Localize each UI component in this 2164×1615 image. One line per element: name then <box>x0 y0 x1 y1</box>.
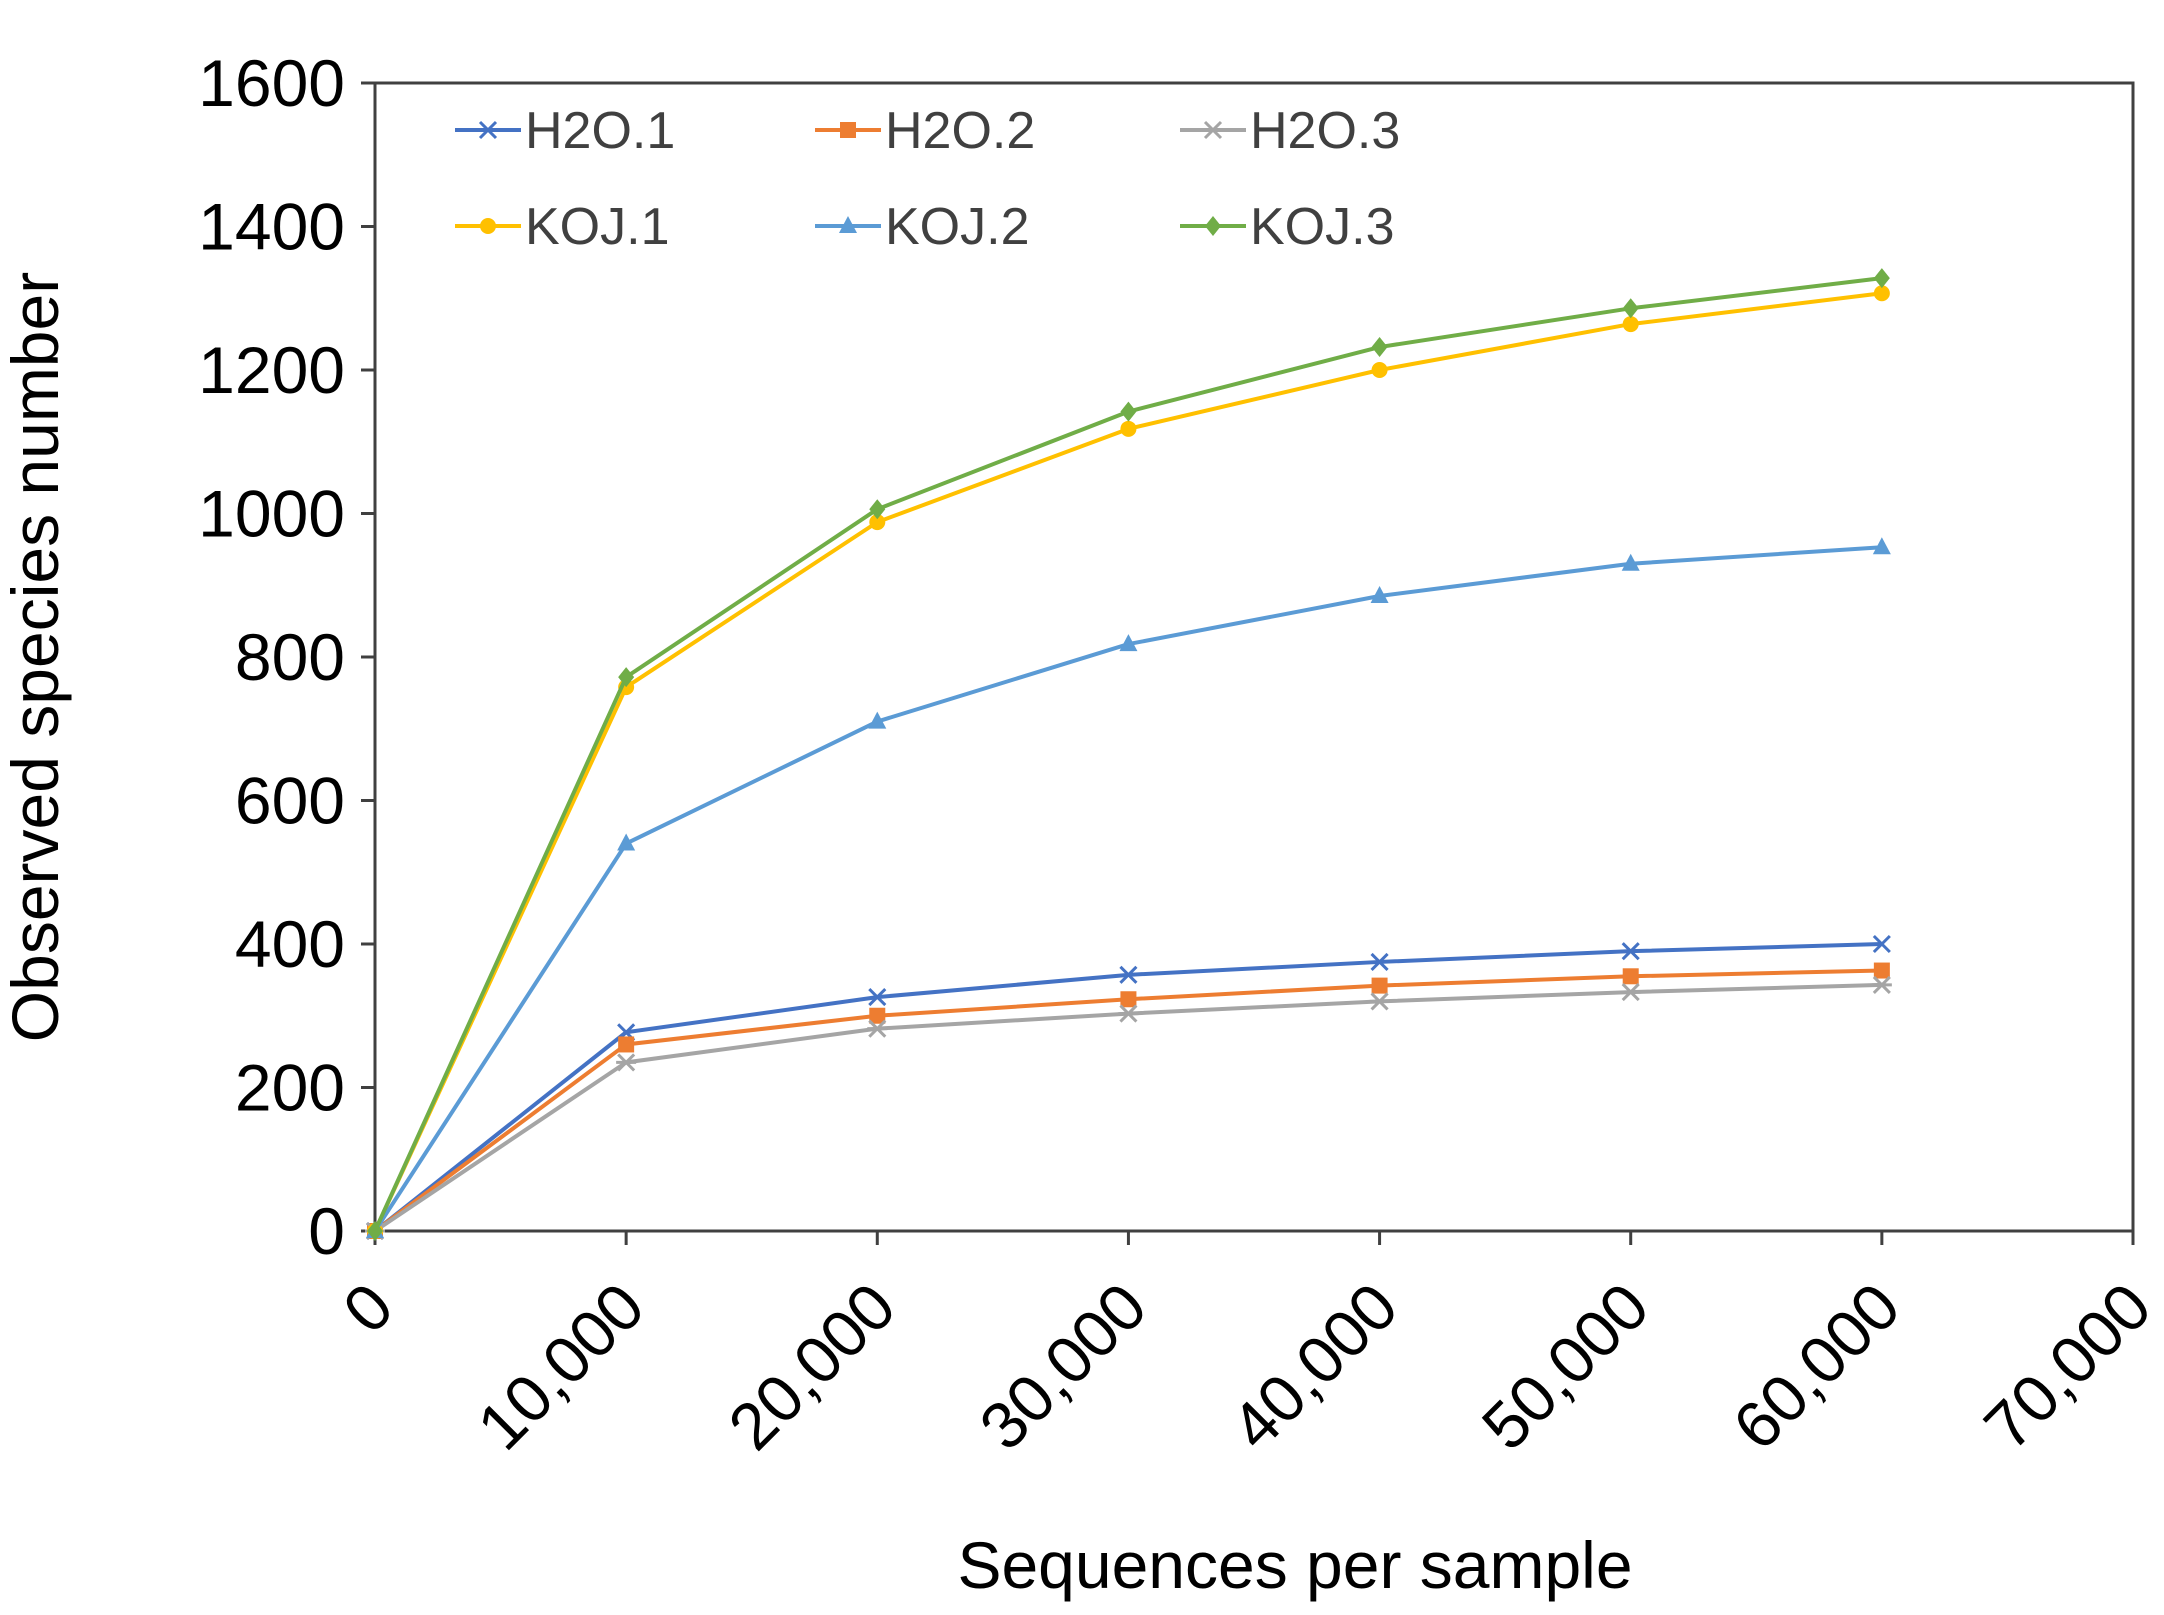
data-point-koj-1 <box>1622 316 1639 333</box>
legend-item-koj-1: KOJ.1 <box>455 198 670 256</box>
x-tick-label: 70,000 <box>1970 1269 2164 1464</box>
legend-marker-h2o-3 <box>1203 120 1223 140</box>
y-tick-label: 400 <box>235 907 345 981</box>
y-axis: 0 200 400 600 800 1000 1200 1400 1600 <box>198 46 375 1268</box>
data-point-h2o-2 <box>869 1007 886 1024</box>
legend-label: H2O.2 <box>885 102 1035 160</box>
data-point-h2o-3 <box>1871 975 1892 994</box>
y-axis-title: Observed species number <box>0 272 72 1042</box>
data-point-koj-3 <box>1873 268 1890 289</box>
legend-item-koj-3: KOJ.3 <box>1180 198 1395 256</box>
series-koj-1 <box>367 285 1890 1239</box>
data-point-koj-2 <box>868 711 887 729</box>
data-point-h2o-2 <box>1873 962 1890 979</box>
x-tick-label: 60,000 <box>1719 1269 1914 1464</box>
data-point-h2o-3 <box>1620 983 1641 1002</box>
x-tick-label: 50,000 <box>1468 1269 1663 1464</box>
data-point-h2o-3 <box>1369 992 1390 1011</box>
legend-label: H2O.3 <box>1250 102 1400 160</box>
data-point-koj-2 <box>1621 553 1640 571</box>
data-point-h2o-1 <box>1872 934 1891 954</box>
data-point-h2o-1 <box>868 988 887 1007</box>
data-point-h2o-3 <box>616 1053 637 1072</box>
series-koj-3 <box>367 268 1890 1241</box>
data-point-koj-1 <box>1120 420 1137 437</box>
series-layer <box>365 268 1892 1241</box>
legend-item-h2o-3: H2O.3 <box>1180 102 1400 160</box>
data-point-koj-2 <box>1370 586 1389 604</box>
y-tick-label: 600 <box>235 764 345 838</box>
data-point-h2o-2 <box>1371 977 1388 994</box>
legend-label: KOJ.2 <box>885 198 1030 256</box>
data-point-koj-3 <box>367 1221 383 1241</box>
legend-item-koj-2: KOJ.2 <box>815 198 1030 256</box>
y-tick-label: 200 <box>235 1051 345 1125</box>
series-koj-2 <box>366 537 1891 1238</box>
legend-label: H2O.1 <box>525 102 675 160</box>
legend-marker-koj-2 <box>839 216 857 233</box>
data-point-h2o-3 <box>867 1019 888 1038</box>
x-axis-title: Sequences per sample <box>957 1528 1632 1602</box>
data-point-h2o-1 <box>1370 952 1389 971</box>
series-h2o-1 <box>365 934 1891 1241</box>
data-point-koj-2 <box>1119 634 1138 652</box>
series-line-h2o-3 <box>373 982 1882 1233</box>
data-point-h2o-2 <box>1622 968 1639 985</box>
data-point-koj-3 <box>869 499 886 520</box>
data-point-koj-1 <box>1371 362 1388 378</box>
data-point-koj-3 <box>618 667 635 688</box>
y-tick-label: 0 <box>308 1194 345 1268</box>
series-line-h2o-2 <box>373 968 1882 1233</box>
series-line-h2o-1 <box>373 942 1882 1233</box>
data-point-h2o-1 <box>1621 942 1640 961</box>
legend-marker-h2o-2 <box>840 122 856 138</box>
data-point-h2o-1 <box>1119 965 1138 984</box>
y-tick-label: 1400 <box>198 190 345 264</box>
x-tick-label: 10,000 <box>463 1269 658 1464</box>
data-point-h2o-2 <box>1120 991 1137 1008</box>
y-tick-label: 1200 <box>198 333 345 407</box>
legend-marker-koj-1 <box>480 218 496 234</box>
y-tick-label: 1600 <box>198 46 345 120</box>
data-point-koj-1 <box>869 514 886 531</box>
legend-marker-koj-3 <box>1205 216 1221 236</box>
data-point-koj-2 <box>617 833 636 851</box>
series-h2o-3 <box>365 975 1892 1241</box>
legend-label: KOJ.3 <box>1250 198 1395 256</box>
x-tick-label: 0 <box>329 1269 407 1347</box>
series-h2o-2 <box>367 962 1890 1239</box>
x-tick-label: 40,000 <box>1216 1269 1411 1464</box>
x-axis: 0 10,000 20,000 30,000 40,000 50,000 60,000 70,… <box>329 1231 2164 1464</box>
data-point-koj-3 <box>1371 337 1388 358</box>
data-point-koj-3 <box>1622 298 1639 319</box>
y-tick-label: 1000 <box>198 477 345 551</box>
x-tick-label: 20,000 <box>714 1269 909 1464</box>
data-point-h2o-2 <box>618 1036 635 1053</box>
y-tick-label: 800 <box>235 620 345 694</box>
legend-label: KOJ.1 <box>525 198 670 256</box>
legend-item-h2o-1: H2O.1 <box>455 102 675 160</box>
legend-marker-h2o-1 <box>478 120 498 140</box>
data-point-h2o-3 <box>1118 1004 1139 1023</box>
data-point-koj-3 <box>1120 401 1137 422</box>
data-point-koj-1 <box>1873 285 1890 302</box>
legend-item-h2o-2: H2O.2 <box>815 102 1035 160</box>
data-point-koj-2 <box>1872 537 1891 555</box>
legend: H2O.1 H2O.2 H2O.3 KOJ.1 KOJ.2 KOJ.3 <box>455 102 1400 256</box>
x-tick-label: 30,000 <box>965 1269 1160 1464</box>
